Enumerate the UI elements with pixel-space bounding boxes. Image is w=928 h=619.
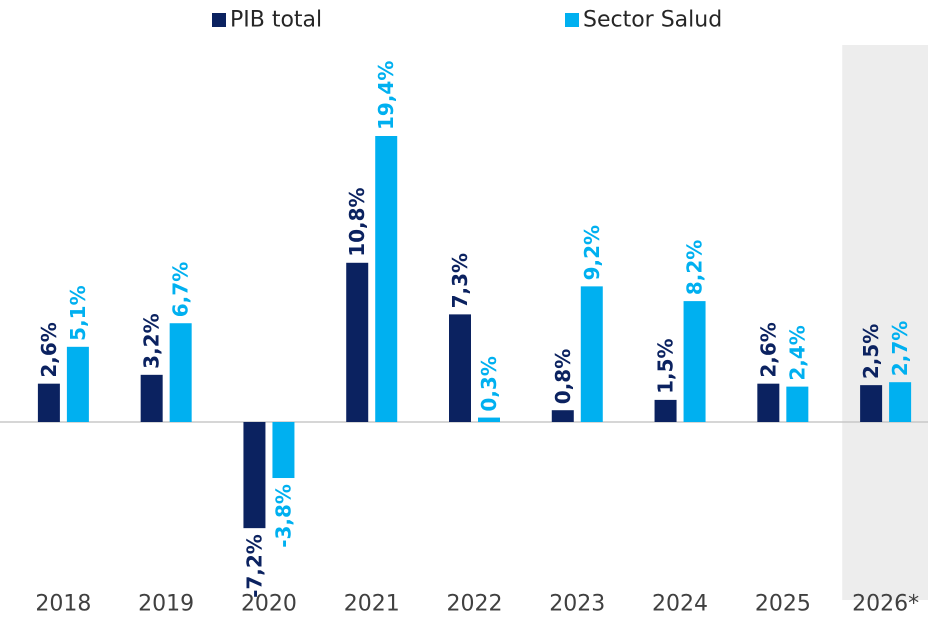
value-label: 7,3% bbox=[448, 253, 472, 308]
x-tick-label: 2020 bbox=[241, 592, 297, 617]
value-label: 0,3% bbox=[477, 356, 501, 411]
bar bbox=[551, 410, 574, 422]
legend-swatch bbox=[565, 13, 579, 27]
value-label: 2,4% bbox=[785, 325, 809, 380]
value-label: 3,2% bbox=[140, 313, 164, 368]
bar bbox=[346, 262, 369, 422]
value-label: 1,5% bbox=[654, 338, 678, 393]
bar bbox=[449, 314, 471, 422]
bar bbox=[272, 422, 295, 479]
value-label: 5,1% bbox=[66, 285, 90, 340]
x-tick-label: 2023 bbox=[549, 592, 605, 617]
value-label: 6,7% bbox=[169, 262, 193, 317]
x-tick-label: 2019 bbox=[138, 592, 194, 617]
value-label: 2,5% bbox=[859, 324, 883, 379]
highlight-band bbox=[842, 45, 928, 600]
bar bbox=[478, 417, 500, 422]
legend-label: PIB total bbox=[230, 8, 322, 33]
value-label: 0,8% bbox=[551, 349, 575, 404]
value-label: 2,6% bbox=[756, 322, 780, 377]
bar bbox=[654, 399, 677, 422]
x-tick-label: 2022 bbox=[447, 592, 503, 617]
bar bbox=[140, 374, 163, 422]
x-tick-label: 2026* bbox=[852, 592, 919, 617]
bar bbox=[860, 385, 883, 422]
bar bbox=[243, 422, 266, 529]
bar bbox=[169, 323, 192, 422]
bar bbox=[375, 136, 398, 422]
bar bbox=[786, 386, 809, 422]
value-label: -3,8% bbox=[271, 484, 295, 548]
bar bbox=[889, 382, 912, 422]
value-label: 8,2% bbox=[683, 240, 707, 295]
x-tick-label: 2018 bbox=[35, 592, 91, 617]
bar bbox=[580, 286, 603, 422]
x-tick-label: 2021 bbox=[344, 592, 400, 617]
bar bbox=[757, 383, 780, 422]
x-tick-label: 2025 bbox=[755, 592, 811, 617]
bar bbox=[37, 383, 60, 422]
value-label: -7,2% bbox=[242, 534, 266, 598]
value-label: 10,8% bbox=[345, 187, 369, 256]
bar bbox=[683, 301, 706, 422]
bar bbox=[66, 346, 89, 422]
value-label: 9,2% bbox=[580, 225, 604, 280]
value-label: 2,7% bbox=[888, 321, 912, 376]
legend-label: Sector Salud bbox=[583, 8, 722, 33]
value-label: 2,6% bbox=[37, 322, 61, 377]
x-tick-label: 2024 bbox=[652, 592, 708, 617]
value-label: 19,4% bbox=[374, 61, 398, 130]
legend-swatch bbox=[212, 13, 226, 27]
